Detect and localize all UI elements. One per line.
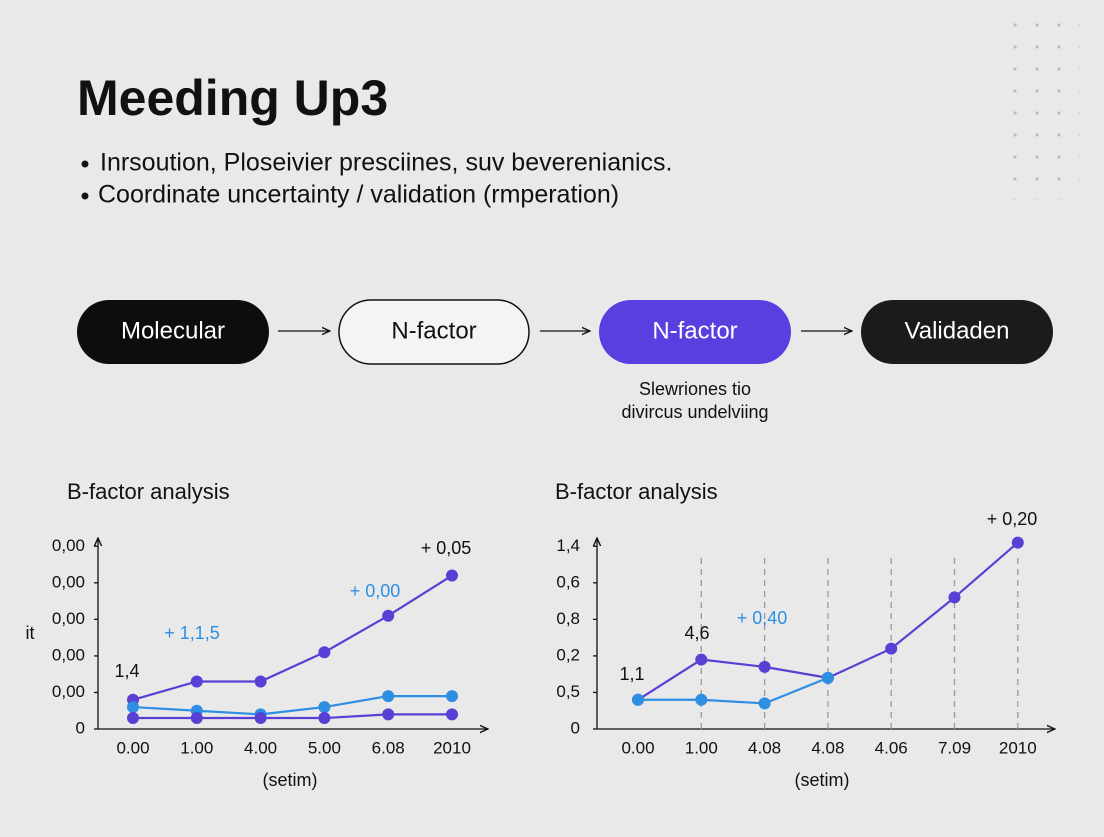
annotation: + 1,1,5 <box>164 623 220 643</box>
data-point <box>318 701 331 714</box>
y-tick-label: 1,4 <box>556 536 580 555</box>
y-tick-label: 0,00 <box>52 645 85 664</box>
y-tick-label: 0,00 <box>52 536 85 555</box>
x-tick-label: 4.08 <box>811 738 844 757</box>
dot-grid <box>1010 5 1080 200</box>
data-point <box>127 712 139 725</box>
annotation: + 0,20 <box>987 509 1038 529</box>
data-point <box>821 671 834 684</box>
data-point <box>318 646 331 659</box>
data-point <box>1011 536 1024 549</box>
data-point <box>695 693 708 706</box>
x-tick-label: 0.00 <box>621 738 654 757</box>
data-point <box>190 712 203 725</box>
x-axis-label: (setim) <box>263 770 318 790</box>
flow-label: N-factor <box>652 317 737 344</box>
data-point <box>885 642 898 655</box>
bullet-dot <box>81 160 89 168</box>
annotation: 1,1 <box>619 664 644 684</box>
series-line <box>132 695 452 716</box>
y-tick-label: 0 <box>76 718 85 737</box>
data-point <box>382 708 395 721</box>
data-point <box>127 701 139 714</box>
y-tick-label: 0,00 <box>52 572 85 591</box>
annotation: + 0,40 <box>737 608 788 628</box>
data-point <box>446 708 458 721</box>
series-line <box>132 574 453 701</box>
series-line <box>133 713 452 720</box>
data-point <box>632 693 644 706</box>
x-tick-label: 1.00 <box>180 738 213 757</box>
y-tick-label: 0,00 <box>52 682 85 701</box>
data-point <box>254 712 267 725</box>
x-tick-label: 2010 <box>999 738 1037 757</box>
data-point <box>446 690 458 703</box>
x-tick-label: 4.08 <box>748 738 781 757</box>
series-line <box>638 676 829 705</box>
x-tick-label: 2010 <box>433 738 471 757</box>
bullet: Inrsoution, Ploseivier presciines, ѕuv b… <box>100 149 673 177</box>
data-point <box>695 653 708 666</box>
x-tick-label: 5.00 <box>308 738 341 757</box>
y-tick-label: 0,6 <box>556 572 580 591</box>
data-point <box>254 675 267 688</box>
x-tick-label: 6.08 <box>372 738 405 757</box>
x-axis-label: (setim) <box>795 770 850 790</box>
slide-title: Meeding Up3 <box>77 70 388 126</box>
flow-label: Molecular <box>121 317 225 344</box>
data-point <box>382 690 395 703</box>
x-tick-label: 0.00 <box>116 738 149 757</box>
annotation: + 0,05 <box>421 538 472 558</box>
flow-caption: divircus undelviing <box>621 402 768 422</box>
x-tick-label: 1.00 <box>685 738 718 757</box>
annotation: 4,6 <box>684 623 709 643</box>
flow-caption: Slewriones tio <box>639 379 751 399</box>
flow-label: N-factor <box>391 317 476 344</box>
flow-node <box>599 300 791 364</box>
data-point <box>382 609 395 622</box>
bullet-dot <box>81 192 89 200</box>
chart-title: B-factor analysis <box>555 479 718 504</box>
bullet: Coordinate uncertainty / validation (rmp… <box>98 181 619 209</box>
chart-title: B-factor analysis <box>67 479 230 504</box>
flow-node <box>861 300 1053 364</box>
data-point <box>758 697 771 710</box>
y-tick-label: 0,8 <box>556 609 580 628</box>
flow-node <box>77 300 269 364</box>
x-tick-label: 4.06 <box>875 738 908 757</box>
x-tick-label: 4.00 <box>244 738 277 757</box>
x-tick-label: 7.09 <box>938 738 971 757</box>
y-tick-label: 0 <box>571 718 580 737</box>
flow-label: Validaden <box>905 317 1010 344</box>
y-tick-label: 0,5 <box>556 682 580 701</box>
y-tick-label: 0,00 <box>52 609 85 628</box>
data-point <box>318 712 331 725</box>
y-axis-label: it <box>26 623 35 643</box>
data-point <box>190 675 203 688</box>
data-point <box>948 591 961 604</box>
y-tick-label: 0,2 <box>556 645 580 664</box>
annotation: 1,4 <box>114 661 139 681</box>
data-point <box>758 660 771 673</box>
annotation: + 0,00 <box>350 581 401 601</box>
data-point <box>446 569 458 582</box>
flow-node <box>338 299 530 365</box>
